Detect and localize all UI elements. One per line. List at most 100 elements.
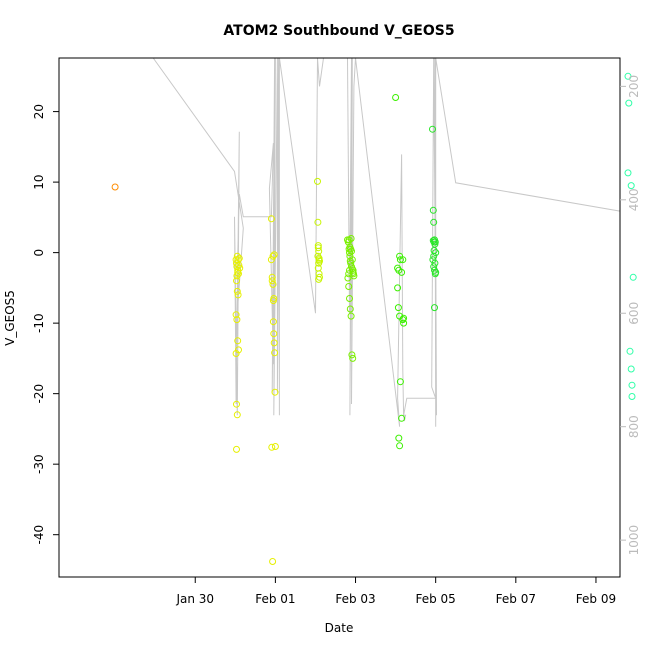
data-point xyxy=(400,314,408,322)
data-point xyxy=(624,169,632,177)
data-point xyxy=(431,238,439,246)
data-point xyxy=(232,350,240,357)
data-point xyxy=(235,254,243,262)
data-point xyxy=(347,235,355,242)
data-point xyxy=(429,125,436,133)
data-point xyxy=(315,247,323,255)
data-point xyxy=(429,206,437,214)
data-point xyxy=(234,268,242,276)
data-point xyxy=(394,304,402,312)
data-point xyxy=(629,273,637,281)
data-point xyxy=(396,312,404,320)
x-tick-label: Jan 30 xyxy=(175,592,214,606)
data-point xyxy=(271,443,279,450)
data-point xyxy=(400,319,408,327)
data-point xyxy=(268,273,276,281)
data-point xyxy=(233,287,241,295)
data-point xyxy=(235,346,242,354)
data-point xyxy=(267,215,275,223)
data-point xyxy=(431,304,438,312)
data-point xyxy=(398,414,406,422)
data-point xyxy=(395,434,403,442)
data-point xyxy=(232,311,240,319)
data-point xyxy=(627,182,635,190)
data-point xyxy=(626,347,634,355)
data-point xyxy=(233,411,241,419)
y-tick-label: -10 xyxy=(32,313,46,333)
data-point xyxy=(269,252,277,260)
y2-tick-label: 800 xyxy=(627,415,641,438)
data-point xyxy=(399,256,407,264)
x-tick-label: Feb 05 xyxy=(415,592,455,606)
data-point xyxy=(268,443,276,451)
data-point xyxy=(430,252,438,260)
data-point xyxy=(269,280,277,288)
x-tick-label: Feb 01 xyxy=(255,592,295,606)
data-point xyxy=(315,256,323,264)
data-point xyxy=(269,318,277,326)
secondary-y-axis: 200 400 600 800 1000 xyxy=(620,75,641,555)
data-point xyxy=(314,177,321,185)
data-point xyxy=(345,270,353,278)
y-tick-label: -40 xyxy=(32,525,46,545)
data-point xyxy=(268,277,276,285)
data-point xyxy=(628,381,636,389)
y-tick-label: -30 xyxy=(32,454,46,474)
data-point xyxy=(315,259,323,267)
data-point xyxy=(624,72,632,80)
data-point xyxy=(430,218,438,226)
data-point xyxy=(628,393,636,400)
y-axis-label: V_GEOS5 xyxy=(3,290,17,346)
data-point xyxy=(235,261,243,269)
plot-frame xyxy=(58,57,621,578)
data-point xyxy=(346,305,354,313)
data-point xyxy=(349,354,357,362)
data-point xyxy=(232,256,240,264)
data-point xyxy=(271,349,279,357)
y-tick-label: 20 xyxy=(32,104,46,119)
data-point xyxy=(392,94,400,101)
y2-tick-label: 200 xyxy=(627,75,641,98)
data-point xyxy=(347,312,355,320)
x-tick-label: Feb 07 xyxy=(496,592,536,606)
y2-tick-label: 1000 xyxy=(627,525,641,556)
data-point xyxy=(396,378,404,386)
data-point xyxy=(344,274,352,282)
data-point xyxy=(348,247,355,255)
data-point xyxy=(348,351,356,359)
data-point xyxy=(233,252,241,260)
x-axis-label: Date xyxy=(325,621,354,635)
data-point xyxy=(270,339,278,347)
data-point xyxy=(233,400,240,408)
data-point xyxy=(349,268,357,276)
data-point xyxy=(345,236,353,244)
data-point xyxy=(270,295,278,302)
y-tick-label: 0 xyxy=(32,249,46,257)
data-point xyxy=(396,256,404,264)
y-tick-label: 10 xyxy=(32,174,46,189)
y2-tick-label: 400 xyxy=(627,188,641,211)
data-point xyxy=(233,272,241,280)
x-tick-label: Feb 03 xyxy=(335,592,375,606)
data-point xyxy=(233,316,241,324)
x-tick-label: Feb 09 xyxy=(576,592,616,606)
data-point xyxy=(314,252,322,260)
data-point xyxy=(396,442,404,450)
data-point xyxy=(271,388,279,396)
data-point xyxy=(315,275,323,283)
data-point xyxy=(234,337,242,345)
data-point xyxy=(233,277,240,285)
data-point xyxy=(270,330,278,338)
data-point xyxy=(398,268,406,276)
y2-tick-label: 600 xyxy=(627,302,641,325)
data-point xyxy=(432,249,440,257)
data-point xyxy=(429,237,437,245)
data-point xyxy=(233,445,240,453)
data-point xyxy=(627,365,635,373)
data-point xyxy=(429,256,437,264)
data-point xyxy=(625,99,633,107)
data-point xyxy=(346,252,354,260)
y-axis: -40 -30 -20 -10 0 10 20 xyxy=(32,104,59,545)
data-point xyxy=(348,256,356,264)
